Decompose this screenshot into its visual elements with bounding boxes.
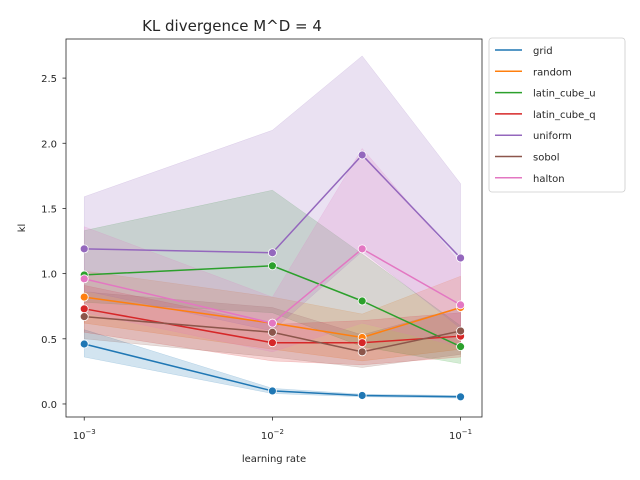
chart-title: KL divergence M^D = 4 bbox=[142, 17, 322, 35]
y-tick-label: 0.5 bbox=[41, 335, 57, 346]
point-random bbox=[79, 292, 89, 302]
point-uniform bbox=[267, 248, 277, 258]
point-latin-cube-u bbox=[267, 261, 277, 271]
y-tick-label: 0.0 bbox=[41, 400, 57, 411]
y-axis-label: kl bbox=[17, 224, 28, 233]
point-latin-cube-u bbox=[456, 342, 465, 352]
x-tick-label: 10−3 bbox=[73, 428, 96, 442]
point-latin-cube-q bbox=[267, 338, 277, 348]
line-sobol bbox=[84, 315, 461, 353]
x-tick-label: 10−1 bbox=[449, 428, 472, 442]
legend-label-halton: halton bbox=[533, 174, 565, 185]
point-uniform bbox=[357, 150, 367, 160]
legend-label-sobol: sobol bbox=[533, 153, 560, 164]
legend-label-grid: grid bbox=[533, 46, 553, 57]
point-halton bbox=[79, 274, 89, 284]
y-tick-label: 1.0 bbox=[41, 270, 57, 281]
line-latin-cube-u bbox=[84, 265, 461, 348]
point-halton bbox=[357, 244, 367, 254]
point-latin-cube-q bbox=[357, 338, 367, 348]
y-tick-label: 2.0 bbox=[41, 139, 57, 150]
point-latin-cube-u bbox=[357, 296, 367, 306]
point-halton bbox=[456, 300, 465, 310]
legend-label-uniform: uniform bbox=[533, 131, 572, 142]
point-grid bbox=[267, 386, 277, 396]
line-grid bbox=[84, 343, 461, 398]
point-grid bbox=[456, 392, 465, 402]
point-halton bbox=[267, 318, 277, 328]
legend-frame bbox=[488, 37, 626, 193]
line-halton bbox=[84, 247, 461, 324]
point-grid bbox=[357, 391, 367, 400]
plot-frame bbox=[65, 38, 483, 418]
point-latin-cube-q bbox=[79, 304, 89, 314]
point-sobol bbox=[267, 327, 277, 337]
data-points bbox=[79, 150, 465, 402]
y-tick-label: 2.5 bbox=[41, 74, 57, 85]
x-tick-label: 10−2 bbox=[261, 428, 284, 442]
point-grid bbox=[79, 339, 89, 349]
y-tick-label: 1.5 bbox=[41, 204, 57, 215]
legend-label-random: random bbox=[533, 67, 572, 78]
legend: grid random latin_cube_u latin_cube_qunifor… bbox=[488, 37, 626, 193]
line-random bbox=[84, 296, 461, 339]
point-sobol bbox=[357, 347, 367, 357]
legend-label-latin-cube-u: latin_cube_u bbox=[533, 89, 596, 100]
x-axis-label: learning rate bbox=[242, 454, 306, 465]
series-lines bbox=[84, 153, 462, 398]
line-uniform bbox=[84, 153, 462, 259]
x-axis-ticks: 10−3 10−2 10−1 bbox=[73, 417, 472, 442]
point-uniform bbox=[79, 244, 89, 254]
point-sobol bbox=[79, 312, 89, 322]
legend-label-latin-cube-q: latin_cube_q bbox=[533, 110, 596, 121]
y-axis-ticks: 0.0 0.5 1.0 1.5 2.0 2.5 bbox=[41, 74, 66, 411]
point-sobol bbox=[456, 326, 465, 336]
point-uniform bbox=[456, 253, 465, 263]
